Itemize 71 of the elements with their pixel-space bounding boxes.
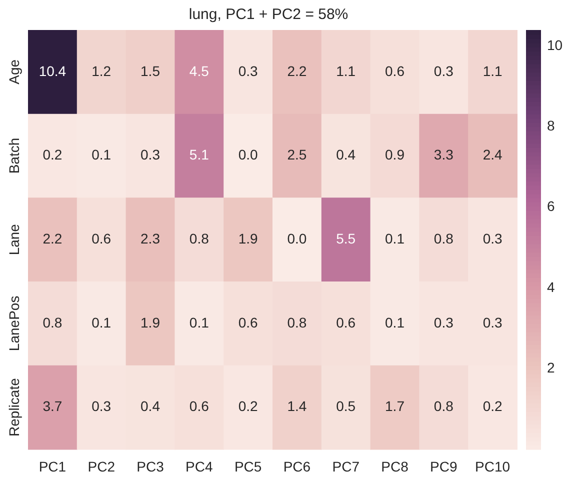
data-label: 0.3 (434, 62, 454, 79)
color-bar-label: 4 (547, 278, 555, 295)
data-label: 1.2 (92, 62, 112, 79)
color-bar-label: 8 (547, 118, 555, 134)
data-label: 0.8 (434, 398, 454, 414)
color-bar-label: 10 (547, 36, 563, 53)
data-label: 0.8 (189, 230, 210, 246)
data-label: 0.2 (238, 398, 258, 414)
data-label: 5.5 (336, 230, 356, 246)
data-label: 10.4 (38, 62, 66, 79)
x-tick-label: PC6 (283, 458, 311, 474)
data-label: 0.3 (482, 314, 502, 330)
data-label: 2.5 (287, 146, 307, 163)
data-label: 1.9 (140, 314, 160, 330)
data-label: 1.1 (336, 62, 356, 79)
y-tick-label: LanePos (6, 296, 22, 352)
data-label: 0.1 (92, 314, 112, 330)
x-tick-label: PC8 (381, 458, 409, 474)
data-label: 0.3 (434, 314, 454, 330)
y-tick-label: Batch (6, 138, 22, 174)
y-tick-label: Lane (6, 224, 22, 256)
color-bar-label: 6 (547, 198, 555, 214)
x-tick-label: PC5 (234, 458, 262, 474)
x-tick-label: PC2 (88, 458, 116, 474)
x-tick-label: PC10 (475, 458, 510, 474)
data-label: 0.8 (287, 314, 307, 330)
data-label: 1.4 (287, 398, 307, 414)
data-label: 0.9 (385, 146, 405, 163)
data-label: 0.6 (336, 314, 356, 330)
data-label: 5.1 (189, 146, 210, 163)
data-label: 0.2 (42, 146, 62, 163)
data-label: 1.5 (140, 62, 160, 79)
data-label: 0.4 (336, 146, 356, 163)
data-label: 1.9 (238, 230, 258, 246)
data-label: 0.8 (434, 230, 454, 246)
data-label: 0.1 (385, 314, 405, 330)
data-label: 2.4 (482, 146, 502, 163)
x-tick-label: PC3 (136, 458, 164, 474)
data-label: 0.6 (92, 230, 112, 246)
color-bar-label: 2 (547, 359, 555, 376)
data-label: 3.3 (434, 146, 454, 163)
data-label: 4.5 (189, 62, 210, 79)
data-label: 1.7 (385, 398, 405, 414)
data-label: 0.1 (92, 146, 112, 163)
data-label: 0.3 (482, 230, 502, 246)
x-tick-label: PC1 (38, 458, 66, 474)
data-label: 0.4 (140, 398, 160, 414)
data-label: 0.1 (189, 314, 210, 330)
y-tick-label: Age (6, 59, 22, 84)
y-tick-label: Replicate (6, 378, 22, 436)
x-tick-label: PC4 (186, 458, 213, 474)
data-label: 0.0 (238, 146, 258, 163)
data-label: 2.2 (287, 62, 307, 79)
data-label: 0.6 (189, 398, 210, 414)
data-label: 1.1 (482, 62, 502, 79)
data-label: 2.2 (42, 230, 62, 246)
chart-title: lung, PC1 + PC2 = 58% (188, 6, 348, 24)
x-tick-label: PC7 (332, 458, 360, 474)
data-label: 0.5 (336, 398, 356, 414)
data-label: 0.3 (92, 398, 112, 414)
data-label: 0.0 (287, 230, 307, 246)
data-label: 0.2 (482, 398, 502, 414)
data-label: 0.3 (238, 62, 258, 79)
data-label: 0.8 (42, 314, 62, 330)
x-tick-label: PC9 (430, 458, 458, 474)
data-label: 2.3 (140, 230, 160, 246)
data-label: 0.6 (385, 62, 405, 79)
data-label: 0.6 (238, 314, 258, 330)
data-label: 0.1 (385, 230, 405, 246)
data-label: 0.3 (140, 146, 160, 163)
data-label: 3.7 (42, 398, 62, 414)
